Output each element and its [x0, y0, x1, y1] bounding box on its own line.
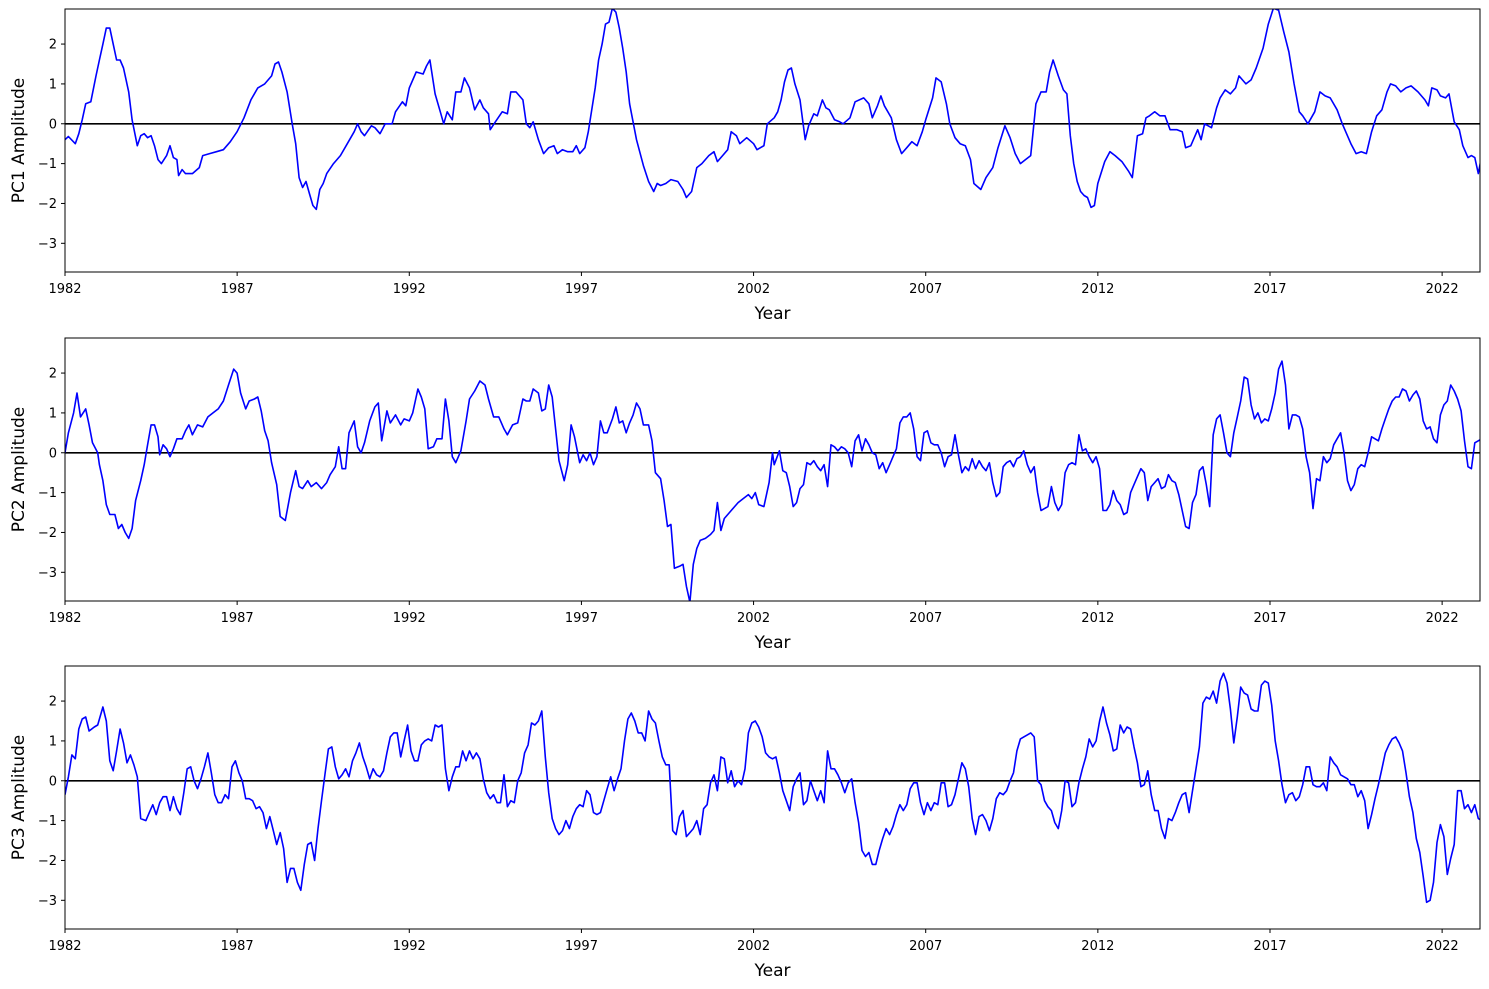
x-tick-label-pc2: 2022: [1426, 611, 1459, 626]
x-tick-label-pc1: 2022: [1426, 282, 1459, 297]
x-tick-label-pc3: 1987: [221, 939, 254, 954]
x-tick-label-pc3: 1982: [48, 939, 81, 954]
plot-frame-pc3: [64, 665, 1481, 930]
x-tick-label-pc1: 1997: [565, 282, 598, 297]
y-tick-label-pc3: −1: [38, 814, 57, 829]
x-tick-label-pc1: 1987: [221, 282, 254, 297]
y-tick-label-pc3: 1: [49, 734, 57, 749]
y-axis-label-pc1: PC1 Amplitude: [9, 78, 29, 203]
chart-panel-pc2: 1982 1987 1992 1997 2002 2007 2012 2017 2022 2 1 0 −…: [9, 337, 1481, 653]
series-line-pc3: [65, 672, 1480, 904]
x-axis-label-pc3: Year: [754, 961, 791, 981]
x-tick-label-pc1: 1992: [393, 282, 426, 297]
y-tick-label-pc3: −3: [38, 894, 57, 909]
x-tick-label-pc2: 2002: [737, 611, 770, 626]
x-tick-label-pc1: 2012: [1081, 282, 1114, 297]
x-axis-label-pc1: Year: [754, 304, 791, 324]
x-tick-label-pc2: 1987: [221, 611, 254, 626]
y-tick-label-pc2: −3: [38, 566, 57, 581]
y-tick-label-pc1: −2: [38, 197, 57, 212]
x-tick-label-pc3: 1997: [565, 939, 598, 954]
plot-frame-pc2: [64, 337, 1481, 602]
y-tick-label-pc3: 2: [49, 695, 57, 710]
x-tick-label-pc2: 2012: [1081, 611, 1114, 626]
x-tick-label-pc3: 1992: [393, 939, 426, 954]
x-tick-label-pc3: 2002: [737, 939, 770, 954]
y-tick-label-pc1: −1: [38, 157, 57, 172]
y-tick-label-pc1: 0: [49, 117, 57, 132]
x-tick-label-pc1: 1982: [48, 282, 81, 297]
x-tick-label-pc3: 2022: [1426, 939, 1459, 954]
y-axis-label-pc3: PC3 Amplitude: [9, 735, 29, 860]
chart-panel-pc1: 1982 1987 1992 1997 2002 2007 2012 2017 2022 2 1 0 −…: [9, 8, 1481, 324]
series-line-pc2: [65, 360, 1480, 601]
y-axis-label-pc2: PC2 Amplitude: [9, 407, 29, 532]
y-tick-label-pc2: −2: [38, 526, 57, 541]
x-tick-label-pc2: 1997: [565, 611, 598, 626]
x-tick-label-pc2: 2017: [1253, 611, 1286, 626]
series-line-pc1: [65, 9, 1480, 211]
x-tick-label-pc3: 2017: [1253, 939, 1286, 954]
x-tick-label-pc1: 2017: [1253, 282, 1286, 297]
x-tick-label-pc2: 1982: [48, 611, 81, 626]
y-tick-label-pc2: 0: [49, 446, 57, 461]
x-tick-label-pc3: 2007: [909, 939, 942, 954]
y-tick-label-pc2: 2: [49, 367, 57, 382]
x-tick-label-pc2: 1992: [393, 611, 426, 626]
y-tick-label-pc1: 1: [49, 77, 57, 92]
y-tick-label-pc3: −2: [38, 854, 57, 869]
x-tick-label-pc3: 2012: [1081, 939, 1114, 954]
y-tick-label-pc3: 0: [49, 774, 57, 789]
plot-frame-pc1: [64, 8, 1481, 273]
chart-panel-pc3: 1982 1987 1992 1997 2002 2007 2012 2017 2022 2 1 0 −…: [9, 665, 1481, 981]
x-tick-label-pc1: 2002: [737, 282, 770, 297]
y-tick-label-pc2: −1: [38, 486, 57, 501]
x-tick-label-pc1: 2007: [909, 282, 942, 297]
y-tick-label-pc1: 2: [49, 38, 57, 53]
x-axis-label-pc2: Year: [754, 633, 791, 653]
x-tick-label-pc2: 2007: [909, 611, 942, 626]
y-tick-label-pc2: 1: [49, 406, 57, 421]
y-tick-label-pc1: −3: [38, 237, 57, 252]
